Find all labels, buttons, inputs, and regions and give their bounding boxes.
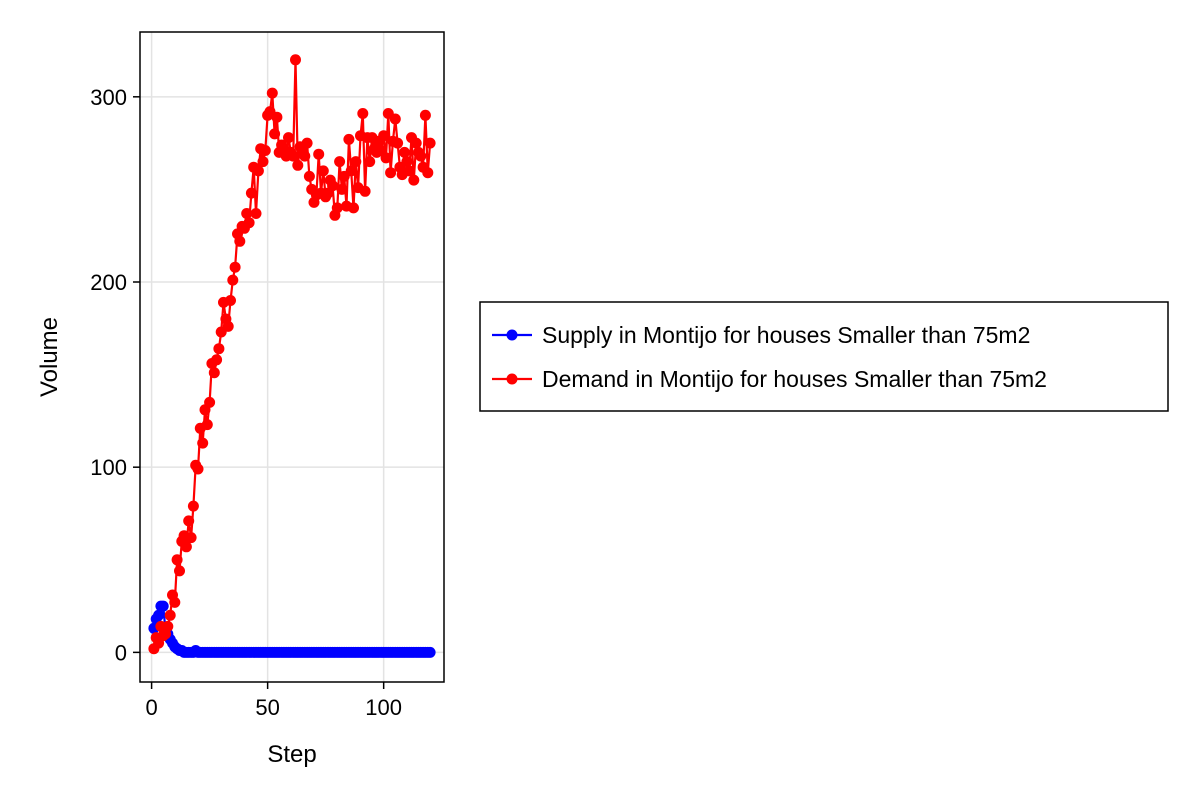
y-tick-label: 0	[115, 640, 127, 665]
data-point-demand	[243, 217, 255, 229]
data-point-demand	[211, 354, 223, 366]
x-axis-title: Step	[267, 741, 316, 768]
legend-entry-supply: Supply in Montijo for houses Smaller tha…	[492, 322, 1030, 348]
data-point-demand	[317, 165, 329, 177]
data-point-supply	[424, 646, 436, 658]
data-point-demand	[401, 156, 413, 168]
data-point-demand	[378, 130, 390, 142]
data-point-demand	[290, 54, 301, 66]
data-point-demand	[334, 156, 346, 168]
data-point-demand	[197, 437, 209, 449]
axis-ticks: 0 50 100 0 100 200 300	[90, 85, 402, 720]
data-point-demand	[259, 145, 271, 156]
data-point-demand	[348, 202, 359, 214]
y-tick-label: 200	[90, 270, 127, 295]
data-point-demand	[169, 596, 181, 608]
data-point-demand	[234, 235, 246, 247]
data-point-demand	[283, 132, 294, 144]
data-point-demand	[252, 165, 264, 177]
grid-lines	[140, 32, 444, 682]
data-point-demand	[419, 109, 431, 121]
data-point-demand	[171, 554, 183, 566]
x-tick-label: 100	[365, 695, 402, 720]
data-point-demand	[343, 133, 355, 145]
data-point-demand	[187, 500, 199, 512]
data-point-demand	[227, 274, 239, 286]
x-tick-label: 0	[145, 695, 157, 720]
data-point-demand	[250, 208, 262, 219]
data-point-supply	[153, 609, 165, 621]
data-point-demand	[313, 148, 325, 160]
data-point-demand	[303, 170, 315, 182]
data-point-demand	[415, 150, 427, 162]
legend-box	[479, 301, 1169, 412]
data-point-demand	[174, 565, 185, 577]
data-point-demand	[422, 167, 434, 179]
data-point-demand	[180, 541, 192, 553]
data-point-demand	[241, 208, 253, 219]
data-point-demand	[266, 87, 278, 99]
data-point-demand	[213, 343, 225, 355]
series-layer	[148, 54, 436, 658]
data-point-demand	[399, 146, 410, 158]
data-point-demand	[345, 165, 357, 177]
legend-entry-demand: Demand in Montijo for houses Smaller tha…	[492, 366, 1047, 392]
data-point-demand	[410, 137, 422, 149]
legend-marker-supply	[506, 329, 518, 341]
legend-label-demand: Demand in Montijo for houses Smaller tha…	[542, 366, 1047, 392]
data-point-demand	[357, 108, 369, 119]
data-point-demand	[424, 137, 436, 149]
data-point-demand	[185, 532, 197, 544]
data-point-supply	[157, 600, 169, 612]
y-tick-label: 300	[90, 85, 127, 110]
data-point-demand	[269, 128, 281, 140]
data-point-demand	[350, 156, 362, 168]
x-tick-label: 50	[255, 695, 279, 720]
series-demand	[148, 54, 436, 655]
legend: Supply in Montijo for houses Smaller tha…	[479, 301, 1169, 412]
data-point-demand	[204, 396, 216, 408]
data-point-demand	[408, 174, 420, 186]
data-point-demand	[336, 183, 348, 195]
data-point-demand	[222, 320, 234, 332]
data-point-demand	[380, 152, 392, 164]
legend-label-supply: Supply in Montijo for houses Smaller tha…	[542, 322, 1030, 348]
data-point-demand	[271, 111, 283, 123]
y-tick-label: 100	[90, 455, 127, 480]
data-point-demand	[287, 150, 299, 162]
data-point-demand	[164, 609, 176, 621]
data-point-demand	[331, 202, 343, 214]
data-point-demand	[364, 156, 376, 168]
data-point-demand	[299, 150, 311, 162]
data-point-demand	[245, 187, 257, 199]
data-point-demand	[257, 156, 269, 168]
data-point-demand	[183, 515, 195, 527]
data-point-demand	[301, 137, 313, 149]
data-point-demand	[229, 261, 241, 273]
data-point-demand	[162, 620, 174, 632]
plot-area-frame	[139, 31, 445, 683]
data-point-demand	[403, 165, 415, 177]
data-point-demand	[292, 159, 304, 171]
legend-marker-demand	[506, 373, 518, 385]
data-point-demand	[327, 180, 339, 192]
series-supply	[148, 600, 436, 658]
data-point-demand	[359, 185, 371, 197]
data-point-demand	[201, 419, 213, 431]
data-point-demand	[392, 137, 404, 149]
y-axis-title: Volume	[36, 317, 63, 397]
data-point-demand	[225, 295, 236, 306]
data-point-demand	[208, 367, 220, 379]
data-point-demand	[385, 167, 397, 179]
data-point-demand	[192, 463, 204, 475]
data-point-demand	[389, 113, 401, 125]
